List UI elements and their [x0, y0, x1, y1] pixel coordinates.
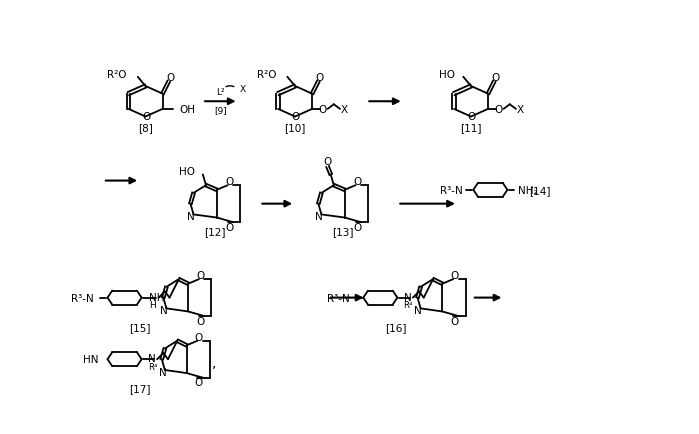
- Text: R³-N: R³-N: [440, 185, 463, 195]
- Text: HO: HO: [440, 69, 456, 79]
- Text: [14]: [14]: [529, 185, 551, 195]
- Text: O: O: [468, 112, 476, 122]
- Text: O: O: [353, 177, 361, 187]
- Text: O: O: [319, 105, 327, 115]
- Text: O: O: [291, 112, 300, 122]
- Text: O: O: [451, 271, 459, 281]
- Text: R⁴: R⁴: [403, 300, 413, 309]
- Text: X: X: [517, 105, 524, 115]
- Text: [11]: [11]: [460, 123, 482, 133]
- Text: O: O: [316, 73, 324, 83]
- Text: N: N: [147, 354, 156, 364]
- Text: N: N: [415, 305, 422, 315]
- Text: NH: NH: [150, 292, 165, 302]
- Text: N: N: [187, 211, 195, 221]
- Text: O: O: [491, 73, 500, 83]
- Text: N: N: [315, 211, 323, 221]
- Text: R³-N: R³-N: [326, 293, 350, 303]
- Text: [17]: [17]: [129, 384, 151, 394]
- Text: HO: HO: [179, 167, 195, 177]
- Text: O: O: [166, 73, 175, 83]
- Text: O: O: [495, 105, 503, 115]
- Text: NH₂: NH₂: [518, 185, 538, 195]
- Text: N: N: [403, 292, 411, 302]
- Text: O: O: [196, 271, 205, 281]
- Text: [10]: [10]: [284, 123, 305, 133]
- Text: O: O: [353, 222, 361, 232]
- Text: N: N: [160, 305, 168, 315]
- Text: R²O: R²O: [108, 69, 127, 79]
- Text: N: N: [159, 367, 166, 377]
- Text: OH: OH: [180, 105, 196, 115]
- Text: O: O: [195, 332, 203, 342]
- Text: H: H: [150, 300, 156, 309]
- Text: [15]: [15]: [129, 322, 151, 332]
- Text: O: O: [196, 316, 205, 326]
- Text: L²: L²: [217, 88, 225, 96]
- Text: R³-N: R³-N: [71, 293, 94, 303]
- Text: O: O: [225, 177, 233, 187]
- Text: ,: ,: [212, 355, 217, 369]
- Text: [12]: [12]: [205, 227, 226, 237]
- Text: [13]: [13]: [333, 227, 354, 237]
- Text: X: X: [239, 85, 245, 93]
- Text: [8]: [8]: [138, 123, 153, 133]
- Text: R²O: R²O: [257, 69, 277, 79]
- Text: O: O: [451, 316, 459, 326]
- Text: O: O: [142, 112, 150, 122]
- Text: O: O: [195, 378, 203, 388]
- Text: [16]: [16]: [385, 322, 407, 332]
- Text: X: X: [341, 105, 348, 115]
- Text: O: O: [225, 222, 233, 232]
- Text: R⁴: R⁴: [147, 362, 157, 371]
- Text: [9]: [9]: [215, 106, 227, 115]
- Text: O: O: [324, 156, 332, 166]
- Text: HN: HN: [82, 355, 99, 365]
